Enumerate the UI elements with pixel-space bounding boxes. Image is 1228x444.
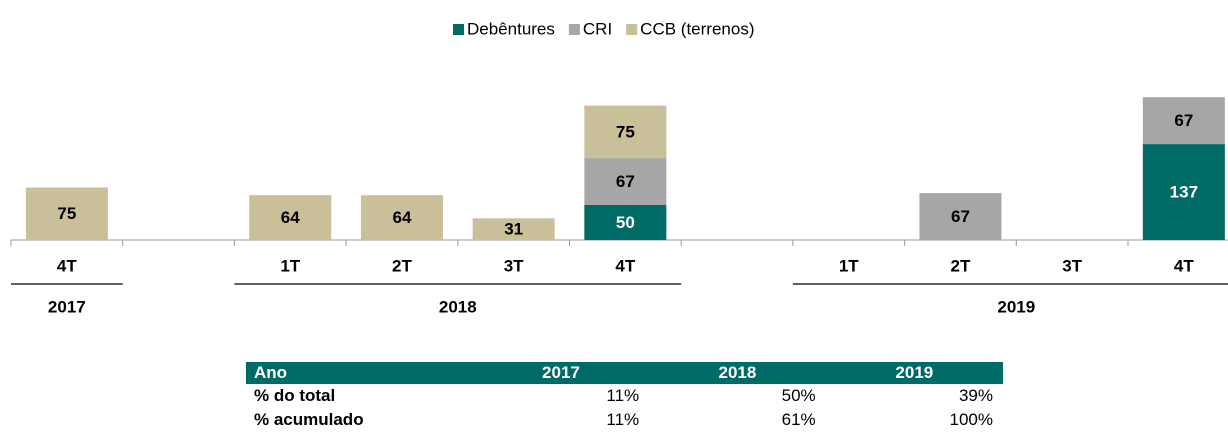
bar-segment — [360, 195, 443, 240]
data-label: 67 — [616, 172, 635, 191]
bar-segment — [1142, 144, 1225, 240]
bar-segment — [919, 193, 1002, 240]
x-tick-label: 3T — [504, 256, 524, 275]
legend-label: CCB (terrenos) — [640, 19, 754, 38]
table-cell: 61% — [781, 410, 816, 429]
x-tick-label: 1T — [280, 256, 300, 275]
summary-table: Ano 2017 2018 2019 % do total 11% 50% 39% % acum… — [246, 362, 1003, 432]
x-tick-label: 2T — [951, 256, 971, 275]
group-label: 2019 — [997, 297, 1035, 316]
data-label: 67 — [951, 207, 970, 226]
x-tick-label: 4T — [57, 256, 77, 275]
data-label: 75 — [616, 122, 635, 141]
table-cell: 11% — [606, 386, 640, 405]
legend-label: CRI — [583, 19, 612, 38]
table-cell: Ano — [246, 362, 473, 384]
data-label: 64 — [281, 208, 300, 227]
x-tick-label: 4T — [1174, 256, 1194, 275]
table-cell: 2019 — [825, 362, 1003, 384]
table-cell: 100% — [949, 410, 993, 429]
table-cell: % acumulado — [254, 410, 364, 429]
x-tick-label: 4T — [615, 256, 635, 275]
bar-segment — [25, 187, 108, 240]
legend-swatch — [568, 24, 580, 35]
chart: Debêntures CRI CCB (terrenos) 4T 75 1T 64 2T 64 3… — [10, 19, 1228, 316]
x-tick-label: 2T — [392, 256, 412, 275]
table-cell: 2018 — [649, 362, 826, 384]
table-row: Ano 2017 2018 2019 — [246, 362, 1003, 384]
bar-segment — [249, 195, 332, 240]
data-label: 50 — [616, 213, 635, 232]
data-label: 67 — [1174, 111, 1193, 130]
data-label: 31 — [504, 220, 523, 239]
bar-segment — [584, 158, 667, 205]
x-tick-label: 3T — [1062, 256, 1082, 275]
data-label: 64 — [392, 208, 411, 227]
table-row: % acumulado 11% 61% 100% — [246, 408, 1003, 432]
table-cell: 11% — [606, 410, 640, 429]
data-label: 137 — [1170, 183, 1198, 202]
bar-segment — [472, 218, 555, 240]
table-row: % do total 11% 50% 39% — [246, 384, 1003, 408]
bar-segment — [1142, 97, 1225, 145]
table-cell: 2017 — [472, 362, 650, 384]
data-label: 75 — [57, 204, 76, 223]
legend-swatch — [626, 24, 638, 35]
table-cell: 39% — [958, 386, 993, 405]
group-label: 2018 — [439, 297, 477, 316]
legend-swatch — [453, 24, 464, 35]
group-label: 2017 — [48, 297, 86, 316]
bar-segment — [584, 205, 667, 240]
x-tick-label: 1T — [839, 256, 859, 275]
table-cell: % do total — [254, 386, 336, 405]
table-cell: 50% — [781, 386, 816, 405]
legend-label: Debêntures — [467, 19, 555, 38]
bar-segment — [584, 105, 667, 159]
